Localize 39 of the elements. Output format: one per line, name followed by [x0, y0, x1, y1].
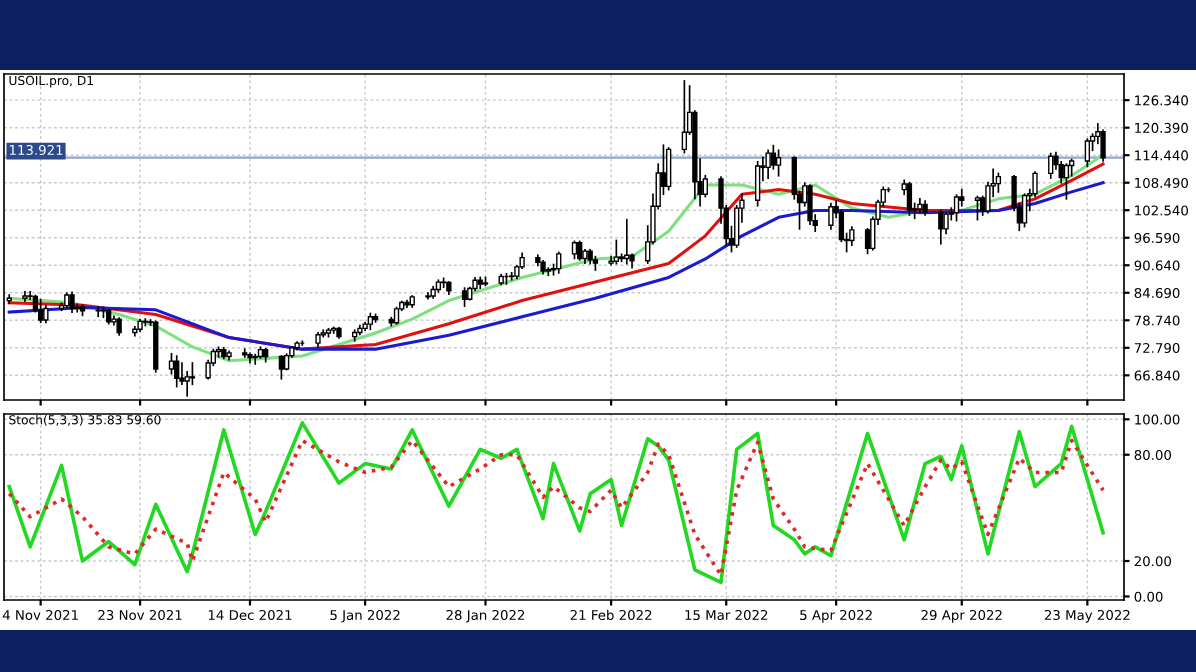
candlestick [613, 239, 619, 265]
candlestick [168, 352, 175, 375]
candlestick [37, 298, 44, 324]
candlestick [1048, 152, 1054, 179]
candlestick [681, 80, 688, 154]
candlestick [807, 184, 813, 226]
candlestick [1084, 138, 1091, 168]
candlestick [22, 290, 28, 302]
candlestick [153, 320, 159, 373]
candlestick [849, 226, 855, 246]
candlestick [1100, 129, 1106, 162]
candlestick [754, 161, 761, 207]
candlestick [189, 362, 196, 386]
candlestick [577, 240, 583, 261]
candlestick [828, 202, 834, 230]
candlestick [425, 292, 431, 300]
candlestick [142, 318, 148, 327]
candlestick [938, 209, 944, 245]
candlestick [666, 147, 672, 191]
candlestick [959, 188, 965, 207]
candlestick [461, 287, 468, 307]
candlestick [995, 172, 1002, 193]
candlestick [1021, 193, 1028, 228]
candlestick [775, 149, 782, 177]
candlestick [174, 355, 180, 388]
candlestick [404, 299, 410, 308]
candlestick [242, 348, 248, 358]
candlestick [278, 355, 285, 380]
candlestick [1063, 163, 1070, 200]
candlestick [974, 195, 981, 221]
candlestick [770, 144, 777, 170]
candlestick [953, 194, 960, 222]
candlestick [252, 353, 258, 365]
candlestick [69, 291, 75, 313]
candlestick [545, 267, 551, 276]
candlestick [247, 352, 253, 364]
candlestick [765, 149, 771, 179]
candlestick [906, 181, 913, 216]
candlestick [556, 251, 562, 274]
